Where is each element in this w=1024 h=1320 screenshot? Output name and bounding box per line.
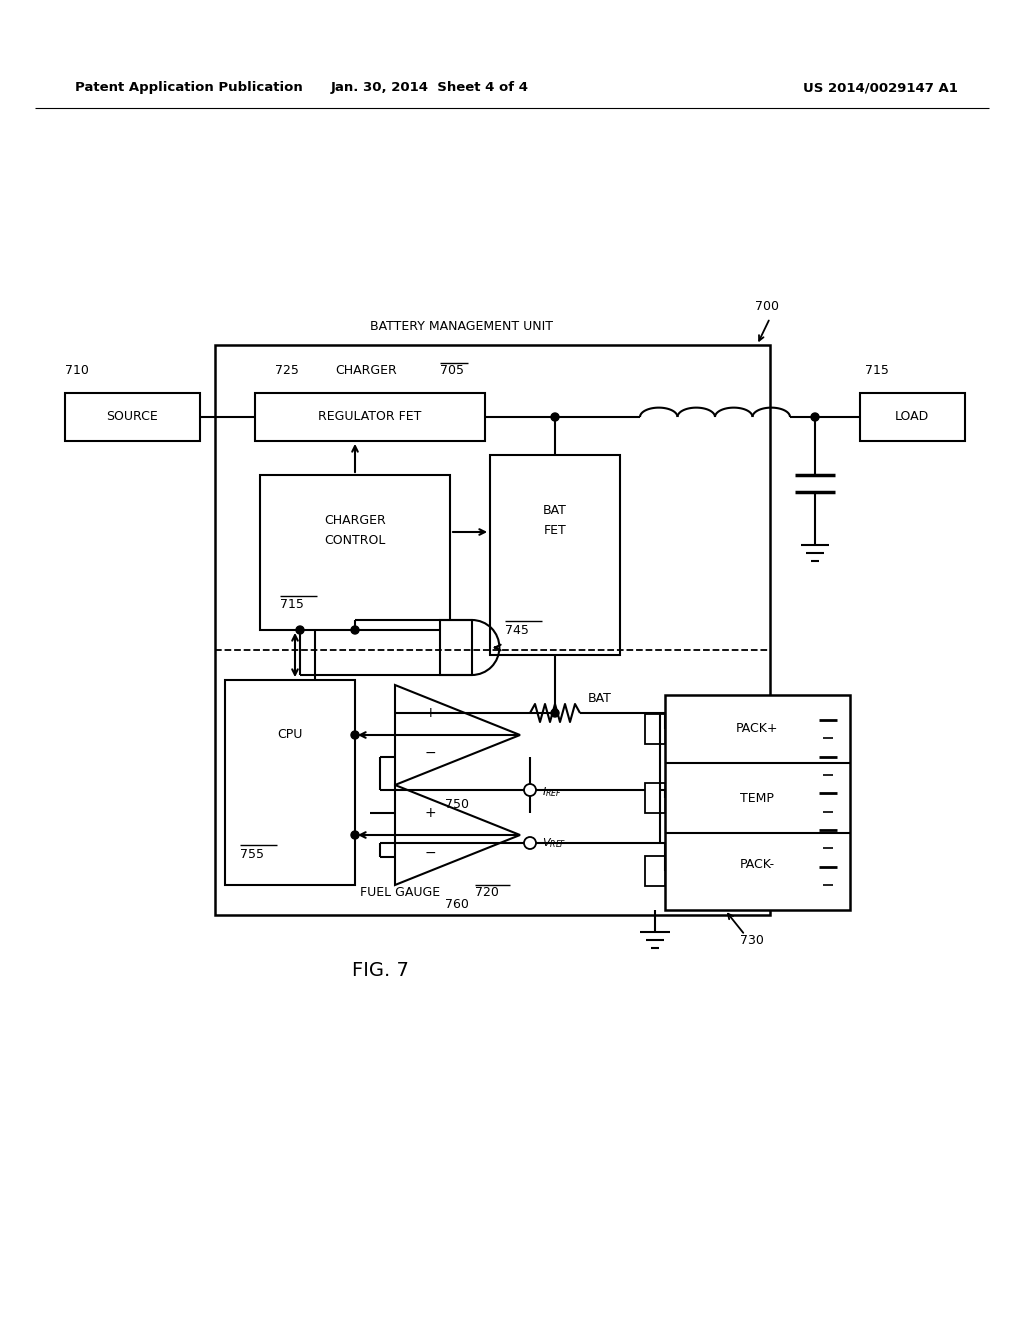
Text: LOAD: LOAD: [895, 411, 929, 424]
Text: +: +: [424, 706, 436, 719]
Bar: [215, 345, 770, 915]
Text: FUEL GAUGE: FUEL GAUGE: [360, 887, 440, 899]
Bar: [490, 455, 620, 655]
Text: −: −: [424, 846, 436, 861]
Text: BAT: BAT: [588, 693, 612, 705]
Circle shape: [296, 626, 304, 634]
Circle shape: [351, 626, 359, 634]
Text: +: +: [424, 807, 436, 820]
Text: 715: 715: [280, 598, 304, 611]
Bar: [255, 393, 485, 441]
Text: 705: 705: [440, 364, 464, 378]
Circle shape: [351, 832, 359, 840]
Text: REGULATOR FET: REGULATOR FET: [318, 411, 422, 424]
Text: FET: FET: [544, 524, 566, 536]
Text: 750: 750: [445, 799, 469, 812]
Circle shape: [524, 837, 536, 849]
Text: BATTERY MANAGEMENT UNIT: BATTERY MANAGEMENT UNIT: [371, 321, 554, 334]
Text: 720: 720: [475, 887, 499, 899]
Text: $V_{REF}$: $V_{REF}$: [542, 836, 566, 850]
Text: Jan. 30, 2014  Sheet 4 of 4: Jan. 30, 2014 Sheet 4 of 4: [331, 82, 529, 95]
Text: US 2014/0029147 A1: US 2014/0029147 A1: [803, 82, 957, 95]
Text: CONTROL: CONTROL: [325, 533, 386, 546]
Bar: [645, 855, 665, 886]
Text: PACK-: PACK-: [739, 858, 774, 871]
Bar: [260, 475, 450, 630]
Text: PACK+: PACK+: [736, 722, 778, 735]
Bar: [225, 680, 355, 884]
Text: 730: 730: [740, 933, 764, 946]
Bar: [645, 783, 665, 813]
Text: SOURCE: SOURCE: [106, 411, 158, 424]
Text: 700: 700: [755, 301, 779, 314]
Text: 760: 760: [445, 899, 469, 912]
Circle shape: [351, 731, 359, 739]
Text: CPU: CPU: [278, 729, 303, 742]
Circle shape: [551, 709, 559, 717]
Text: 715: 715: [865, 364, 889, 378]
Text: CHARGER: CHARGER: [335, 364, 396, 378]
Text: 725: 725: [275, 364, 299, 378]
Circle shape: [551, 413, 559, 421]
Circle shape: [811, 413, 819, 421]
Text: 755: 755: [240, 849, 264, 862]
Text: 745: 745: [505, 623, 528, 636]
Text: $I_{REF}$: $I_{REF}$: [542, 785, 562, 799]
Bar: [645, 714, 665, 744]
Text: 710: 710: [65, 364, 89, 378]
Bar: [440, 620, 472, 675]
Text: FIG. 7: FIG. 7: [351, 961, 409, 979]
Text: TEMP: TEMP: [740, 792, 774, 804]
Text: BAT: BAT: [543, 503, 567, 516]
Text: CHARGER: CHARGER: [325, 513, 386, 527]
Bar: [665, 696, 850, 909]
Text: −: −: [424, 746, 436, 760]
Text: Patent Application Publication: Patent Application Publication: [75, 82, 303, 95]
Circle shape: [524, 784, 536, 796]
Bar: [65, 393, 200, 441]
Bar: [860, 393, 965, 441]
